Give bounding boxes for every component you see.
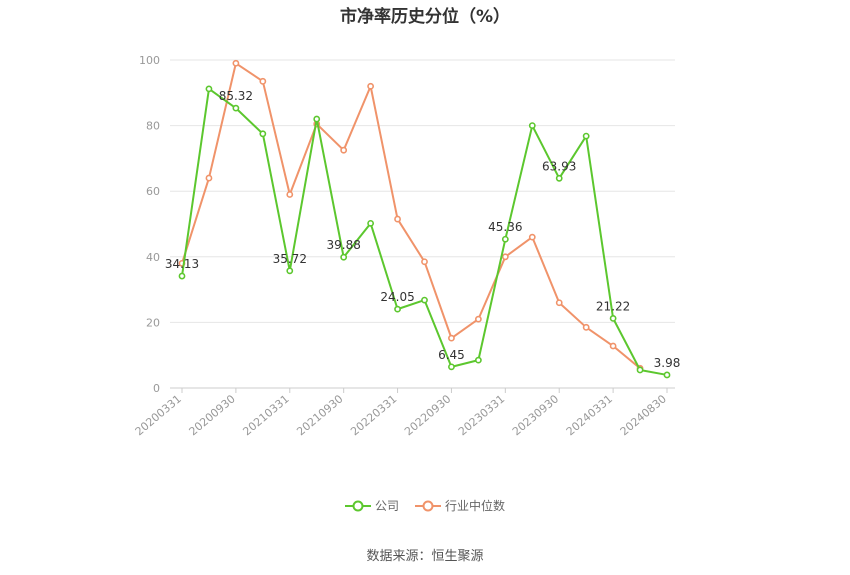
- y-tick-label: 80: [146, 120, 160, 133]
- series-line: [181, 62, 641, 370]
- legend-item-industry-median[interactable]: 行业中位数: [415, 497, 505, 514]
- data-point[interactable]: [474, 315, 482, 323]
- label-layer: 34.13 85.32 35.72 39.88 24.05 6.45 45.36 63.93 2…: [165, 89, 681, 370]
- legend-item-company[interactable]: 公司: [344, 497, 399, 514]
- data-point[interactable]: [582, 323, 590, 331]
- legend-company-marker: [344, 500, 371, 511]
- data-point[interactable]: [609, 314, 617, 322]
- data-point[interactable]: [636, 366, 644, 374]
- data-point[interactable]: [367, 82, 375, 90]
- data-label: 85.32: [219, 89, 253, 103]
- series-company: [178, 85, 671, 379]
- data-point[interactable]: [394, 215, 401, 223]
- x-tick-label: 20210930: [294, 392, 345, 438]
- y-tick-label: 0: [153, 382, 160, 395]
- data-label: 6.45: [438, 348, 465, 362]
- x-tick-label: 20200930: [187, 392, 238, 438]
- legend: 公司 行业中位数: [0, 497, 850, 514]
- data-point[interactable]: [232, 59, 240, 67]
- legend-industry-label: 行业中位数: [445, 499, 506, 513]
- x-tick-label: 20240331: [564, 392, 615, 438]
- data-point[interactable]: [609, 342, 617, 350]
- series-industry-median: [178, 59, 644, 372]
- data-label: 34.13: [165, 257, 199, 271]
- data-point[interactable]: [555, 174, 563, 182]
- x-tick-label: 20200331: [133, 392, 184, 438]
- data-point[interactable]: [663, 371, 671, 379]
- x-tick-label: 20240830: [618, 392, 669, 438]
- y-tick-label: 40: [146, 251, 160, 264]
- data-point[interactable]: [259, 130, 267, 138]
- data-point[interactable]: [232, 104, 240, 112]
- x-tick-label: 20230331: [456, 392, 507, 438]
- data-point[interactable]: [421, 258, 428, 266]
- data-point[interactable]: [286, 191, 294, 198]
- data-point[interactable]: [474, 356, 482, 364]
- data-point[interactable]: [205, 174, 213, 182]
- y-tick-label: 100: [139, 54, 160, 67]
- chart-title: 市净率历史分位（%）: [339, 7, 511, 27]
- data-label: 3.98: [654, 356, 681, 370]
- data-point[interactable]: [340, 146, 348, 154]
- data-label: 45.36: [488, 220, 522, 234]
- x-tick-label: 20210331: [240, 392, 291, 438]
- series-layer: [178, 59, 671, 379]
- data-label: 24.05: [380, 290, 414, 304]
- data-point[interactable]: [367, 219, 375, 227]
- data-point[interactable]: [448, 363, 455, 371]
- data-point[interactable]: [448, 334, 455, 342]
- y-tick-label: 60: [146, 185, 160, 198]
- legend-industry-marker: [415, 500, 441, 511]
- data-label: 21.22: [596, 299, 630, 313]
- y-tick-label: 20: [146, 316, 160, 329]
- data-label: 63.93: [542, 159, 576, 173]
- data-point[interactable]: [286, 267, 294, 275]
- x-tick-label: 20230930: [510, 392, 561, 438]
- data-label: 39.88: [326, 238, 360, 252]
- data-point[interactable]: [394, 305, 401, 313]
- source-note: 数据来源：恒生聚源: [366, 549, 484, 564]
- axis-layer: 0 20 40 60 80 100 20200331 20200930 20210331 2021…: [133, 54, 669, 438]
- data-point[interactable]: [528, 122, 536, 129]
- x-tick-label: 20220331: [348, 392, 399, 438]
- data-point[interactable]: [501, 253, 509, 261]
- data-point[interactable]: [259, 77, 267, 85]
- data-point[interactable]: [178, 272, 186, 280]
- data-label: 35.72: [273, 252, 307, 266]
- data-point[interactable]: [313, 115, 321, 123]
- data-point[interactable]: [501, 235, 509, 243]
- data-point[interactable]: [421, 296, 428, 304]
- data-point[interactable]: [555, 299, 563, 307]
- data-point[interactable]: [340, 253, 348, 261]
- data-point[interactable]: [582, 132, 590, 140]
- data-point[interactable]: [528, 233, 536, 241]
- x-tick-label: 20220930: [402, 392, 453, 438]
- legend-company-label: 公司: [374, 499, 399, 513]
- data-point[interactable]: [205, 85, 213, 93]
